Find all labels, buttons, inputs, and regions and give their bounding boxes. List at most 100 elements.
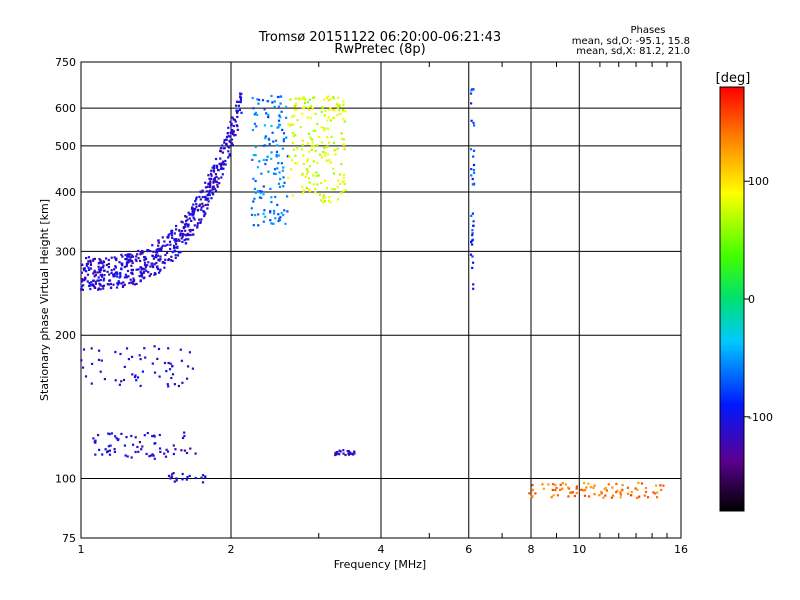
data-point (320, 141, 324, 144)
data-point (174, 240, 177, 243)
data-point (98, 349, 101, 352)
data-point (125, 261, 128, 264)
data-point (102, 264, 105, 267)
data-point (231, 142, 234, 145)
data-point (264, 144, 267, 147)
data-point (97, 288, 100, 291)
data-point (275, 150, 279, 153)
data-point (531, 484, 534, 487)
data-point (86, 273, 90, 276)
data-point (470, 168, 473, 171)
data-point (99, 288, 102, 291)
data-point (104, 448, 107, 451)
data-point (93, 275, 96, 278)
data-point (257, 190, 260, 193)
data-point (106, 451, 109, 454)
data-point (165, 370, 168, 373)
data-point (88, 268, 91, 271)
data-point (322, 150, 325, 153)
data-point (174, 256, 177, 259)
data-point (324, 152, 327, 155)
data-point (296, 119, 299, 122)
data-point (587, 482, 590, 485)
data-point (324, 196, 327, 199)
data-point (265, 112, 268, 115)
data-point (470, 174, 473, 177)
data-point (308, 98, 312, 101)
data-point (332, 141, 335, 144)
data-point (303, 102, 306, 105)
data-point (130, 259, 134, 263)
data-point (220, 166, 223, 169)
data-point (171, 234, 174, 237)
data-point (323, 127, 326, 130)
data-point (285, 105, 288, 108)
x-tick-label: 4 (378, 543, 385, 556)
data-point (191, 228, 195, 232)
data-point (254, 154, 257, 157)
data-point (89, 267, 92, 270)
data-point (94, 274, 97, 277)
data-point (280, 110, 283, 113)
data-point (167, 361, 170, 365)
data-point (227, 150, 230, 153)
data-point (313, 145, 316, 148)
data-point (206, 203, 209, 206)
data-point (185, 215, 188, 218)
data-point (279, 178, 282, 181)
data-point (310, 148, 313, 151)
data-point (604, 494, 607, 497)
data-point (194, 476, 197, 480)
data-point (256, 98, 259, 101)
data-point (271, 101, 274, 104)
data-point (305, 168, 308, 171)
data-point (180, 220, 183, 223)
data-point (195, 205, 198, 208)
data-point (278, 114, 281, 117)
data-point (99, 274, 102, 277)
data-point (185, 222, 188, 225)
data-point (264, 162, 267, 166)
data-point (165, 448, 168, 451)
data-point (100, 268, 103, 271)
data-point (146, 264, 149, 267)
data-point (328, 196, 331, 199)
data-point (279, 216, 282, 219)
data-point (329, 201, 332, 204)
data-point (472, 220, 475, 223)
data-point (470, 239, 473, 242)
data-point (656, 496, 659, 499)
data-point (194, 452, 197, 455)
data-point (330, 135, 333, 138)
data-point (108, 273, 111, 276)
data-point (209, 183, 212, 187)
data-point (472, 149, 476, 152)
data-point (292, 123, 295, 126)
data-point (214, 157, 218, 161)
data-point (192, 203, 195, 206)
data-point (169, 243, 172, 246)
data-point (342, 117, 345, 120)
data-point (258, 196, 261, 199)
data-point (332, 172, 335, 175)
data-point (322, 194, 325, 197)
data-point (127, 358, 130, 361)
data-point (472, 261, 475, 264)
data-point (295, 102, 298, 105)
data-point (180, 359, 183, 362)
data-point (179, 348, 182, 351)
data-point (98, 282, 101, 285)
data-point (139, 280, 142, 283)
data-point (264, 135, 267, 138)
data-point (205, 198, 208, 201)
data-point (138, 441, 141, 444)
data-point (129, 253, 132, 256)
data-point (262, 185, 265, 188)
data-point (191, 233, 194, 236)
data-point (322, 196, 325, 199)
data-point (91, 362, 94, 365)
data-point (219, 147, 222, 150)
data-point (157, 239, 160, 242)
data-point (157, 254, 160, 257)
data-point (110, 432, 113, 435)
